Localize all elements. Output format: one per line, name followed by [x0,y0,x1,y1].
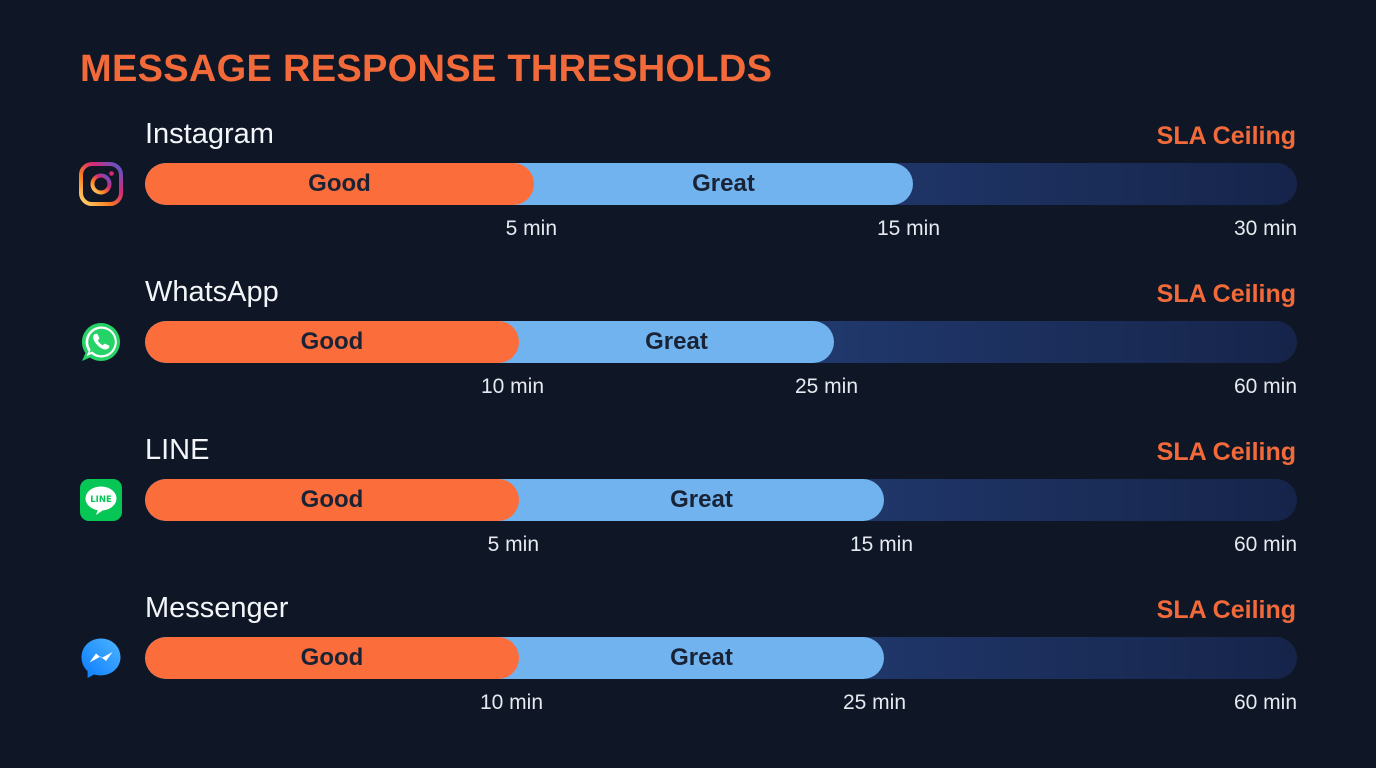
channel-name: Messenger [145,592,289,624]
tick-label: 10 min [479,691,543,714]
messenger-icon [79,636,123,680]
good-segment [145,479,519,521]
threshold-track: Good Great [145,637,1297,679]
channel-row-messenger: Messenger SLA Ceiling Good Great 10 min 25 m… [0,592,1376,722]
channel-name: Instagram [145,118,274,150]
tick-label: 5 min [505,217,557,240]
line-icon: LINE [79,478,123,522]
tick-label: 60 min [1233,691,1297,714]
tick-label: 60 min [1233,533,1297,556]
good-label: Good [300,486,364,513]
threshold-track: Good Great [145,321,1297,363]
tick-label: 60 min [1233,375,1297,398]
tick-label: 15 min [876,217,940,240]
good-segment [145,321,519,363]
channel-row-instagram: Instagram SLA Ceiling Good Great 5 min 15 mi… [0,118,1376,248]
good-label: Good [300,328,364,355]
threshold-track: Good Great [145,163,1297,205]
channel-row-whatsapp: WhatsApp SLA Ceiling Good Great 10 min 25 mi… [0,276,1376,406]
good-segment [145,637,519,679]
tick-label: 25 min [842,691,906,714]
good-label: Good [300,644,364,671]
channel-name: LINE [145,434,210,466]
sla-ceiling-label: SLA Ceiling [1156,596,1296,624]
instagram-icon [79,162,123,206]
sla-ceiling-label: SLA Ceiling [1156,122,1296,150]
great-label: Great [692,170,755,197]
svg-text:LINE: LINE [90,495,112,505]
channel-name: WhatsApp [145,276,279,308]
chart-title: MESSAGE RESPONSE THRESHOLDS [80,48,773,90]
tick-label: 10 min [480,375,544,398]
tick-label: 5 min [487,533,539,556]
good-label: Good [308,170,371,197]
tick-label: 25 min [794,375,858,398]
great-label: Great [670,486,733,513]
tick-label: 30 min [1233,217,1297,240]
channel-row-line: LINE SLA Ceiling LINE Good Great 5 min 15 min… [0,434,1376,564]
threshold-track: Good Great [145,479,1297,521]
good-segment [145,163,534,205]
sla-ceiling-label: SLA Ceiling [1156,438,1296,466]
whatsapp-icon [79,320,123,364]
sla-ceiling-label: SLA Ceiling [1156,280,1296,308]
great-label: Great [670,644,733,671]
great-label: Great [645,328,708,355]
tick-label: 15 min [849,533,913,556]
